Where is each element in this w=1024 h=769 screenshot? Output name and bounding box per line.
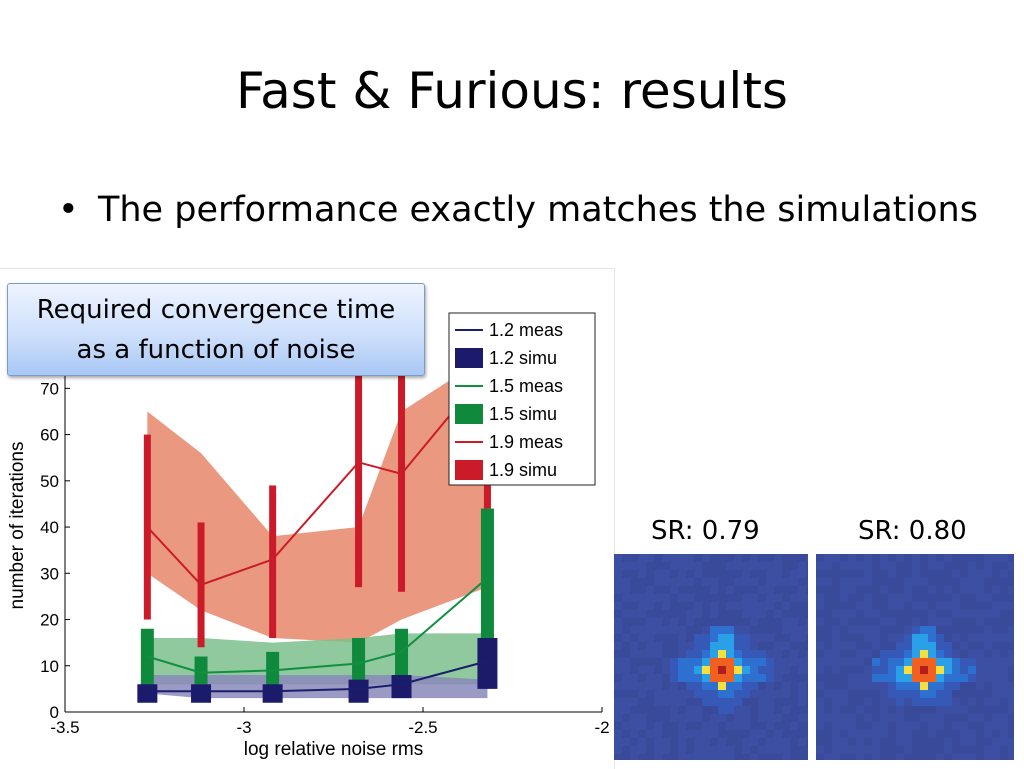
bar-1-5-simu (194, 656, 208, 685)
y-tick-label: 70 (40, 379, 59, 398)
line-1-5-meas (147, 577, 489, 674)
callout-line-1: Required convergence time (36, 295, 396, 325)
legend-label: 1.9 simu (489, 460, 557, 480)
bar-1-2-simu (191, 684, 212, 703)
x-tick-label: -2.5 (408, 718, 437, 737)
legend-label: 1.2 simu (489, 348, 557, 368)
bar-1-9-simu (269, 485, 277, 639)
slide-title: Fast & Furious: results (236, 62, 788, 120)
psf-image-left (614, 554, 814, 765)
y-tick-label: 10 (40, 657, 59, 676)
bar-1-5-simu (352, 638, 366, 685)
y-tick-label: 60 (40, 426, 59, 445)
bar-1-9-simu (355, 319, 363, 588)
bar-1-2-simu (348, 679, 369, 703)
legend-label: 1.9 meas (489, 432, 563, 452)
callout-line-2: as a function of noise (76, 335, 356, 365)
psf-image-right (816, 554, 1016, 765)
bar-1-2-simu (262, 684, 283, 703)
bar-1-2-simu (137, 684, 158, 703)
y-tick-label: 20 (40, 611, 59, 630)
y-tick-label: 40 (40, 518, 59, 537)
line-1-2-meas (147, 660, 488, 693)
bar-1-5-simu (480, 508, 494, 643)
legend-swatch-box (455, 404, 483, 424)
convergence-chart: -3.5 -3 -2.5 -2 0 10 20 30 40 50 60 70 log relative … (7, 299, 610, 760)
x-tick-label: -2 (594, 718, 609, 737)
bullet-text: The performance exactly matches the simu… (98, 190, 978, 230)
bullet-item: • The performance exactly matches the sim… (58, 190, 978, 230)
line-1-9-meas (146, 369, 489, 587)
bar-1-5-simu (140, 628, 154, 689)
legend-swatch-box (455, 460, 483, 480)
legend-swatch-box (455, 348, 483, 368)
y-tick-label: 30 (40, 564, 59, 583)
sr-label-right: SR: 0.80 (858, 516, 967, 546)
bar-1-2-simu (477, 638, 498, 689)
x-tick-label: -3.5 (50, 718, 79, 737)
y-tick-label: 50 (40, 472, 59, 491)
bar-1-2-simu (391, 675, 412, 699)
sr-label-left: SR: 0.79 (651, 516, 760, 546)
bullet-dot-icon: • (58, 190, 79, 230)
legend-label: 1.5 meas (489, 376, 563, 396)
x-axis-label: log relative noise rms (244, 739, 424, 760)
legend-label: 1.5 simu (489, 404, 557, 424)
legend-label: 1.2 meas (489, 320, 563, 340)
y-axis-label: number of iterations (7, 442, 28, 610)
legend-box (448, 312, 596, 486)
bar-1-9-simu (398, 319, 406, 592)
y-tick-label: 0 (50, 703, 59, 722)
x-tick-label: -3 (236, 718, 251, 737)
callout-box: Required convergence time as a function … (7, 283, 425, 376)
